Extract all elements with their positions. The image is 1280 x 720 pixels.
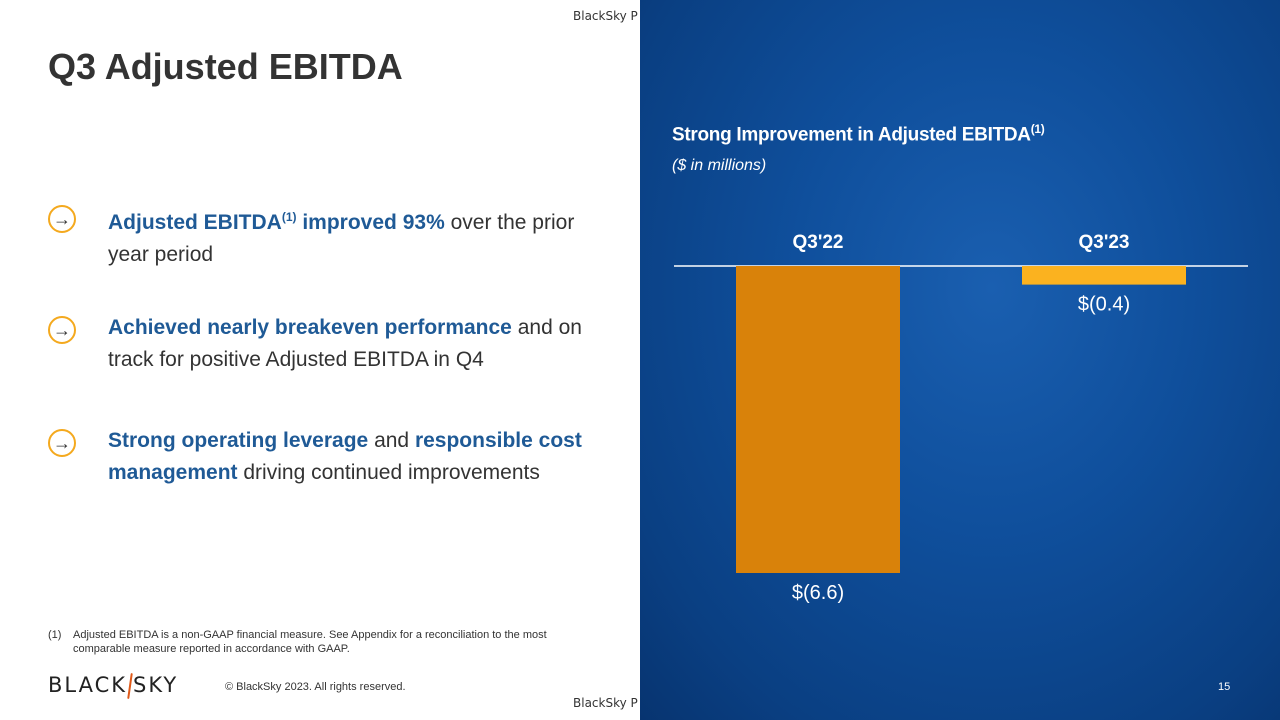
body-text: and on track for positive Adjusted EBITD… xyxy=(108,316,582,371)
highlight-text: (1) xyxy=(281,210,297,224)
data-label: $(0.4) xyxy=(1078,294,1130,316)
arrow-right-icon: → xyxy=(48,429,76,457)
footnote-text: Adjusted EBITDA is a non-GAAP financial … xyxy=(73,629,547,655)
highlight-text: Achieved nearly breakeven performance xyxy=(108,316,512,339)
data-label: $(6.6) xyxy=(792,582,844,604)
watermark: BlackSky P xyxy=(573,9,638,23)
watermark: BlackSky P xyxy=(573,696,638,710)
highlight-text: Adjusted EBITDA xyxy=(108,211,282,234)
bullet-text: Strong operating leverage and responsibl… xyxy=(108,425,618,489)
chart-title-text: Strong Improvement in Adjusted EBITDA xyxy=(672,124,1031,146)
category-label: Q3'23 xyxy=(1079,232,1130,253)
chart-title: Strong Improvement in Adjusted EBITDA(1) xyxy=(672,122,1045,146)
logo-text-right: SKY xyxy=(133,673,179,697)
ebitda-bar-chart: Q3'22 $(6.6) Q3'23 $(0.4) xyxy=(674,232,1248,604)
copyright: © BlackSky 2023. All rights reserved. xyxy=(225,681,406,693)
category-label: Q3'22 xyxy=(793,232,844,253)
bullet-text: Adjusted EBITDA(1) improved 93% over the… xyxy=(108,201,618,271)
body-text: over the prior year period xyxy=(108,211,575,266)
body-text: driving continued improvements xyxy=(237,461,540,484)
page-number: 15 xyxy=(1218,681,1231,693)
bar-Q322 xyxy=(736,266,900,573)
highlight-text: improved 93% xyxy=(296,211,445,234)
bar-Q323 xyxy=(1022,266,1186,285)
highlight-text: Strong operating leverage xyxy=(108,429,369,452)
logo-text-left: BLACK xyxy=(48,673,128,697)
bullet-text: Achieved nearly breakeven performance an… xyxy=(108,312,618,376)
chart-subtitle: ($ in millions) xyxy=(672,157,767,174)
content-panel: Q3 Adjusted EBITDA → Adjusted EBITDA(1) … xyxy=(48,46,618,700)
body-text: and xyxy=(368,429,415,452)
highlight-text: responsible cost management xyxy=(108,429,582,484)
page-title: Q3 Adjusted EBITDA xyxy=(48,46,403,87)
chart-title-superscript: (1) xyxy=(1030,122,1045,136)
logo-divider xyxy=(127,672,133,700)
arrow-right-icon: → xyxy=(48,205,76,233)
blacksky-logo: BLACK SKY xyxy=(48,672,179,700)
footnote-number: (1) xyxy=(48,629,62,641)
arrow-right-icon: → xyxy=(48,316,76,344)
